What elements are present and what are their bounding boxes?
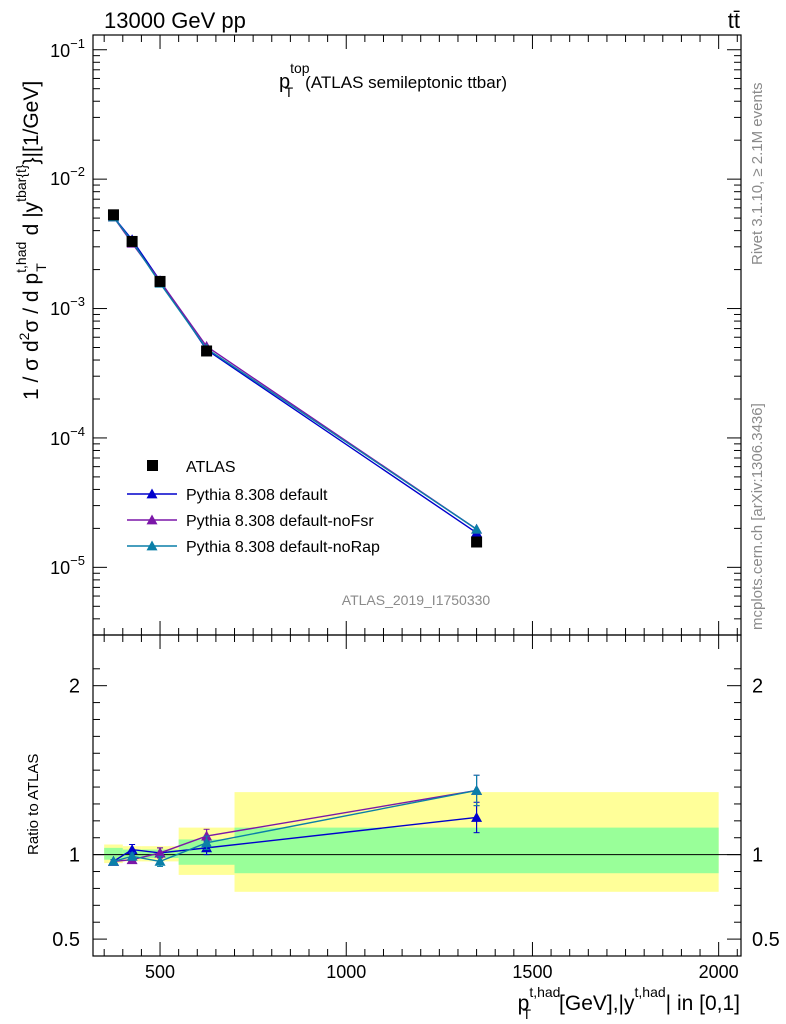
legend-marker [146,514,158,525]
ratio-y-tick-label-left: 2 [69,676,80,698]
main-y-axis-label: 1 / σ d2σ / d pt,had T d |ytbar{t}}|[1/Ge… [13,81,49,400]
main-y-tick-labels: 10−5 10−4 10−3 10−2 10−1 [50,36,85,578]
ratio-tick-labels: 0.5 0.5 1 1 2 2 [52,676,780,951]
ratio-series-marker [471,811,483,822]
ratio-y-tick-label-right: 0.5 [752,929,780,951]
ratio-y-axis-label: Ratio to ATLAS [25,754,42,855]
stat-uncertainty-band [104,847,123,860]
data-point [471,536,483,548]
ratio-panel-frame [92,634,742,957]
header-left: 13000 GeV pp [104,8,246,33]
x-tick-label: 1000 [326,962,366,982]
data-point [126,235,138,247]
y-tick-label-1e-2: 10−2 [50,164,85,189]
y-tick-label-1e-1: 10−1 [50,36,85,61]
x-tick-label: 2000 [699,962,739,982]
ratio-y-tick-label-right: 2 [752,676,763,698]
main-data-points [107,209,483,548]
ratio-y-tick-label-right: 1 [752,845,763,867]
legend-label: Pythia 8.308 default [186,487,328,504]
ratio-series-marker [471,784,483,795]
rivet-version-label: Rivet 3.1.10, ≥ 2.1M events [749,83,766,266]
x-tick-label: 500 [145,962,175,982]
x-tick-label: 1500 [512,962,552,982]
ratio-series-marker [107,855,119,866]
y-tick-label-1e-4: 10−4 [50,424,85,449]
legend-marker [146,540,158,551]
ratio-axis-ticks [93,35,741,956]
data-point [201,345,213,357]
legend-label: Pythia 8.308 default-noFsr [186,513,374,530]
analysis-id: ATLAS_2019_I1750330 [342,592,491,608]
ratio-y-tick-label-left: 0.5 [52,929,80,951]
y-tick-label-1e-3: 10−3 [50,294,85,319]
ratio-series-marker [126,850,138,861]
x-tick-labels: 500 1000 1500 2000 [145,962,739,982]
legend-label: Pythia 8.308 default-noRap [186,539,380,556]
ratio-uncertainty-bands [104,792,719,892]
legend-marker-data [147,460,158,471]
ratio-series-layer [107,774,483,867]
legend-marker [146,488,158,499]
series-line [112,216,477,534]
legend-label-data: ATLAS [186,459,236,476]
mcplots-label: mcplots.cern.ch [arXiv:1306.3436] [749,403,766,630]
legend: ATLAS Pythia 8.308 default Pythia 8.308 d… [127,459,380,556]
y-tick-label-1e-5: 10−5 [50,553,85,578]
ratio-series-marker [201,830,213,841]
series-line [112,216,477,530]
ratio-series-marker [201,837,213,848]
header-right: tt̄ [728,8,740,33]
data-point [154,275,166,287]
series-marker [471,523,483,534]
stat-uncertainty-band [234,827,719,874]
main-axis-ticks [93,49,741,636]
main-title: ptop T (ATLAS semileptonic ttbar) [279,60,507,100]
ratio-series-marker [154,855,166,866]
ratio-series-marker [126,844,138,854]
data-point [107,209,119,221]
ratio-series-marker [154,847,166,858]
ratio-y-tick-label-left: 1 [69,845,80,867]
series-line [112,216,477,530]
x-axis-label: pt,had T [GeV],|yt,had| in [0,1] [518,984,740,1022]
